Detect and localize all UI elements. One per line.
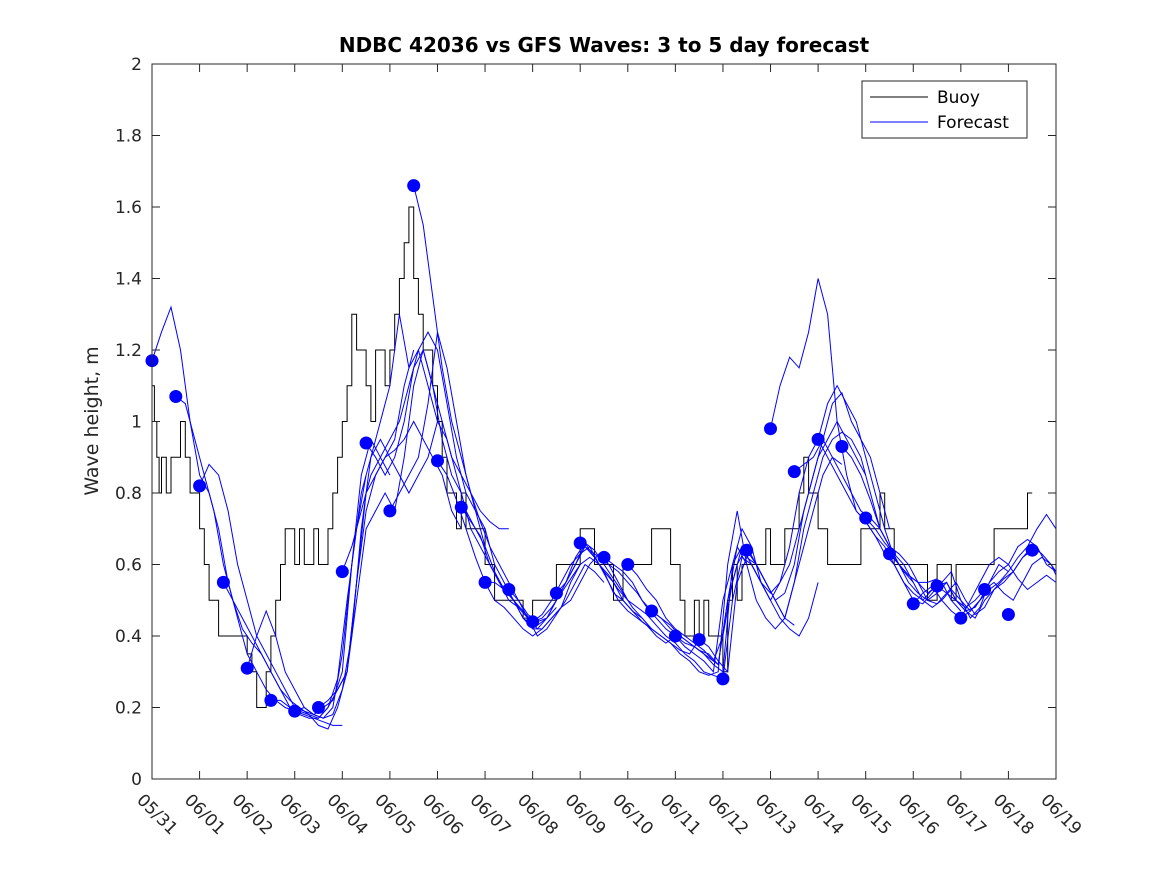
y-tick-label-3: 0.6: [115, 556, 142, 576]
y-tick-label-5: 1: [131, 413, 142, 433]
buoy-line: [152, 206, 1033, 708]
y-axis: 0 0.2 0.4 0.6 0.8 1 1.2 1.4 1.6 1.8 2: [115, 55, 1056, 790]
forecast-marker-17: [549, 586, 563, 600]
y-tick-label-8: 1.6: [115, 198, 142, 218]
forecast-marker-13: [454, 500, 468, 514]
chart-title: NDBC 42036 vs GFS Waves: 3 to 5 day fore…: [339, 33, 870, 57]
forecast-marker-36: [1001, 608, 1015, 621]
forecast-line-34: [960, 513, 1057, 619]
forecast-marker-18: [573, 536, 587, 550]
forecast-marker-20: [621, 558, 635, 571]
forecast-marker-31: [883, 547, 896, 561]
forecast-line-22: [675, 420, 867, 673]
forecast-marker-1: [169, 390, 183, 403]
forecast-marker-33: [930, 579, 944, 593]
forecast-marker-10: [383, 504, 397, 518]
forecast-series: [151, 185, 1057, 730]
y-tick-label-4: 0.8: [115, 484, 142, 504]
forecast-line-30: [865, 517, 1057, 612]
forecast-marker-29: [835, 440, 849, 453]
forecast-line-6: [294, 420, 486, 716]
forecast-marker-5: [264, 693, 278, 707]
forecast-marker-21: [645, 604, 659, 618]
y-tick-label-10: 2: [131, 55, 142, 75]
forecast-marker-15: [502, 583, 516, 596]
forecast-marker-3: [216, 575, 230, 589]
forecast-marker-4: [240, 661, 254, 675]
legend-box: [861, 80, 1028, 139]
forecast-marker-23: [692, 633, 706, 647]
forecast-marker-9: [359, 436, 373, 450]
forecast-marker-32: [906, 597, 920, 611]
forecast-marker-26: [764, 422, 777, 436]
forecast-marker-24: [716, 672, 730, 686]
forecast-line-33: [936, 556, 1057, 609]
forecast-marker-28: [811, 432, 825, 446]
forecast-line-23: [698, 391, 890, 673]
y-tick-label-6: 1.2: [115, 341, 142, 361]
forecast-marker-6: [288, 704, 302, 718]
forecast-marker-27: [787, 465, 801, 479]
forecast-marker-25: [740, 543, 754, 557]
forecast-marker-16: [526, 615, 540, 629]
forecast-line-12: [437, 460, 629, 637]
legend: Buoy Forecast: [861, 80, 1028, 139]
plot-area: [152, 64, 1056, 779]
y-tick-label-1: 0.2: [115, 699, 142, 719]
forecast-marker-35: [978, 583, 992, 596]
forecast-marker-30: [859, 511, 873, 525]
y-tick-label-2: 0.4: [115, 627, 142, 647]
forecast-marker-34: [954, 611, 968, 625]
forecast-marker-37: [1025, 543, 1039, 557]
legend-buoy-label: Buoy: [937, 88, 980, 108]
forecast-line-7: [318, 348, 509, 708]
forecast-marker-8: [335, 565, 349, 579]
forecast-line-11: [413, 185, 605, 637]
forecast-marker-12: [431, 454, 444, 468]
forecast-marker-19: [597, 550, 611, 564]
forecast-line-21: [651, 456, 843, 666]
forecast-line-32: [912, 556, 1057, 619]
forecast-marker-11: [407, 179, 421, 193]
forecast-line-8: [341, 331, 533, 626]
y-axis-label: Wave height, m: [81, 346, 103, 495]
forecast-marker-7: [312, 701, 325, 714]
forecast-markers: [145, 179, 1039, 718]
y-tick-label-0: 0: [131, 770, 142, 790]
buoy-series: [152, 206, 1033, 708]
forecast-marker-14: [478, 575, 492, 589]
forecast-line-17: [556, 510, 748, 676]
forecast-marker-2: [193, 479, 207, 493]
forecast-line-16: [532, 556, 724, 680]
y-tick-label-9: 1.8: [115, 127, 142, 147]
y-tick-label-7: 1.4: [115, 270, 142, 290]
forecast-marker-22: [668, 629, 682, 643]
legend-forecast-label: Forecast: [937, 113, 1009, 133]
